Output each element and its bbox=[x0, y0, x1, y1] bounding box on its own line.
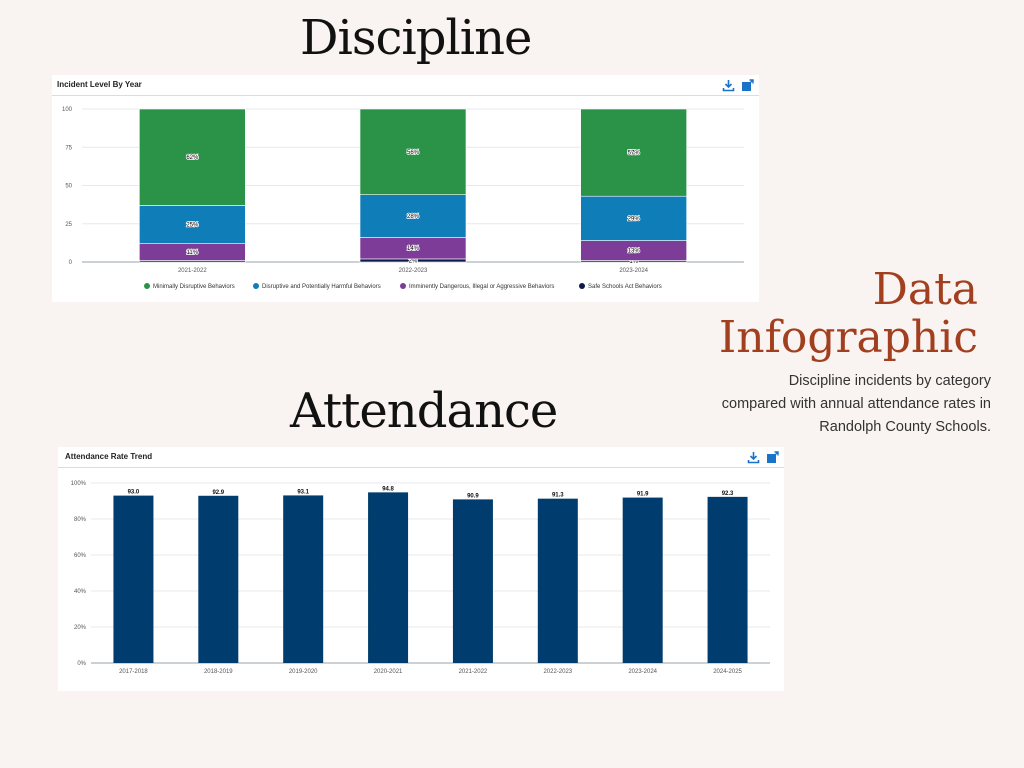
legend-marker bbox=[400, 283, 406, 289]
x-tick-label: 2021-2022 bbox=[178, 268, 207, 274]
x-tick-label: 2022-2023 bbox=[399, 268, 428, 274]
legend-marker bbox=[579, 283, 585, 289]
legend-marker bbox=[253, 283, 259, 289]
y-tick-label: 100% bbox=[71, 481, 87, 487]
stacked-bar-segment bbox=[580, 195, 687, 241]
attendance-heading: Attendance bbox=[290, 383, 558, 439]
x-tick-label: 2022-2023 bbox=[543, 669, 572, 675]
x-tick-label: 2019-2020 bbox=[289, 669, 318, 675]
incident-chart: 100 75 50 25 0 11% 25% 62% 2021-2022 2% 14% 28% 56% 2… bbox=[62, 107, 744, 290]
y-tick-label: 25 bbox=[65, 222, 72, 228]
x-tick-label: 2018-2019 bbox=[204, 669, 233, 675]
x-tick-label: 2024-2025 bbox=[713, 669, 742, 675]
x-tick-label: 2020-2021 bbox=[374, 669, 403, 675]
data-label: 90.9 bbox=[467, 493, 479, 499]
data-label: 25% bbox=[186, 223, 199, 229]
download-icon[interactable] bbox=[747, 451, 760, 464]
x-tick-label: 2023-2024 bbox=[619, 268, 648, 274]
data-label: 28% bbox=[407, 214, 420, 220]
y-tick-label: 100 bbox=[62, 107, 73, 113]
export-icon[interactable] bbox=[741, 79, 754, 92]
data-label: 93.0 bbox=[128, 490, 140, 496]
data-label: 94.8 bbox=[382, 486, 394, 492]
x-tick-label: 2021-2022 bbox=[459, 669, 488, 675]
bar bbox=[452, 499, 493, 663]
data-label: 14% bbox=[407, 246, 420, 252]
incident-chart-title: Incident Level By Year bbox=[57, 80, 142, 89]
data-label: 29% bbox=[628, 216, 641, 222]
y-tick-label: 0 bbox=[69, 260, 73, 266]
panel-divider bbox=[58, 467, 784, 468]
data-label: 56% bbox=[407, 150, 420, 156]
data-label: 62% bbox=[186, 155, 199, 161]
data-label: 57% bbox=[628, 151, 641, 157]
data-label: 92.3 bbox=[722, 491, 734, 497]
legend-label: Imminently Dangerous, Illegal or Aggress… bbox=[409, 284, 554, 290]
stacked-bar-segment bbox=[139, 205, 246, 244]
bar bbox=[707, 496, 748, 663]
panel-divider bbox=[52, 95, 759, 96]
y-tick-label: 75 bbox=[65, 145, 72, 151]
bar bbox=[113, 495, 154, 663]
legend-marker bbox=[144, 283, 150, 289]
x-tick-label: 2017-2018 bbox=[119, 669, 148, 675]
stacked-bar-segment bbox=[359, 194, 467, 238]
stacked-bar-segment bbox=[359, 108, 467, 195]
y-tick-label: 40% bbox=[74, 589, 87, 595]
bar bbox=[368, 492, 409, 663]
y-tick-label: 0% bbox=[77, 661, 86, 667]
infographic-title-line2: Infographic bbox=[718, 312, 978, 363]
attendance-chart: 100% 80% 60% 40% 20% 0% 93.0 2017-2018 92.9 2018-… bbox=[71, 481, 770, 675]
bar bbox=[198, 495, 239, 663]
attendance-chart-title: Attendance Rate Trend bbox=[65, 452, 153, 461]
infographic-description: Discipline incidents by category compare… bbox=[721, 373, 991, 435]
data-label: 1% bbox=[629, 259, 638, 265]
stacked-bar-segment bbox=[580, 108, 687, 197]
data-label: 2% bbox=[409, 258, 418, 264]
bar bbox=[622, 497, 663, 663]
y-tick-label: 50 bbox=[65, 184, 72, 190]
legend-label: Disruptive and Potentially Harmful Behav… bbox=[262, 284, 381, 290]
stacked-bar-segment bbox=[139, 108, 246, 206]
data-label: 11% bbox=[187, 250, 199, 256]
legend-label: Minimally Disruptive Behaviors bbox=[153, 284, 235, 290]
x-tick-label: 2023-2024 bbox=[628, 669, 657, 675]
data-label: 93.1 bbox=[297, 489, 309, 495]
incident-chart-panel: Incident Level By Year 100 75 50 25 0 11% 25% 6… bbox=[52, 75, 759, 302]
y-tick-label: 60% bbox=[74, 553, 87, 559]
infographic-title-line1: Data bbox=[872, 264, 978, 315]
legend-label: Safe Schools Act Behaviors bbox=[588, 284, 662, 290]
data-label: 13% bbox=[628, 249, 641, 255]
y-tick-label: 80% bbox=[74, 517, 87, 523]
discipline-heading: Discipline bbox=[300, 10, 532, 66]
data-label: 92.9 bbox=[212, 490, 224, 496]
attendance-chart-panel: Attendance Rate Trend 100% 80% 60% 40% 20% 0%… bbox=[58, 447, 784, 691]
data-label: 91.3 bbox=[552, 493, 564, 499]
y-tick-label: 20% bbox=[74, 625, 87, 631]
data-label: 91.9 bbox=[637, 492, 649, 498]
bar bbox=[537, 498, 578, 663]
export-icon[interactable] bbox=[766, 451, 779, 464]
bar bbox=[283, 495, 324, 663]
download-icon[interactable] bbox=[722, 79, 735, 92]
